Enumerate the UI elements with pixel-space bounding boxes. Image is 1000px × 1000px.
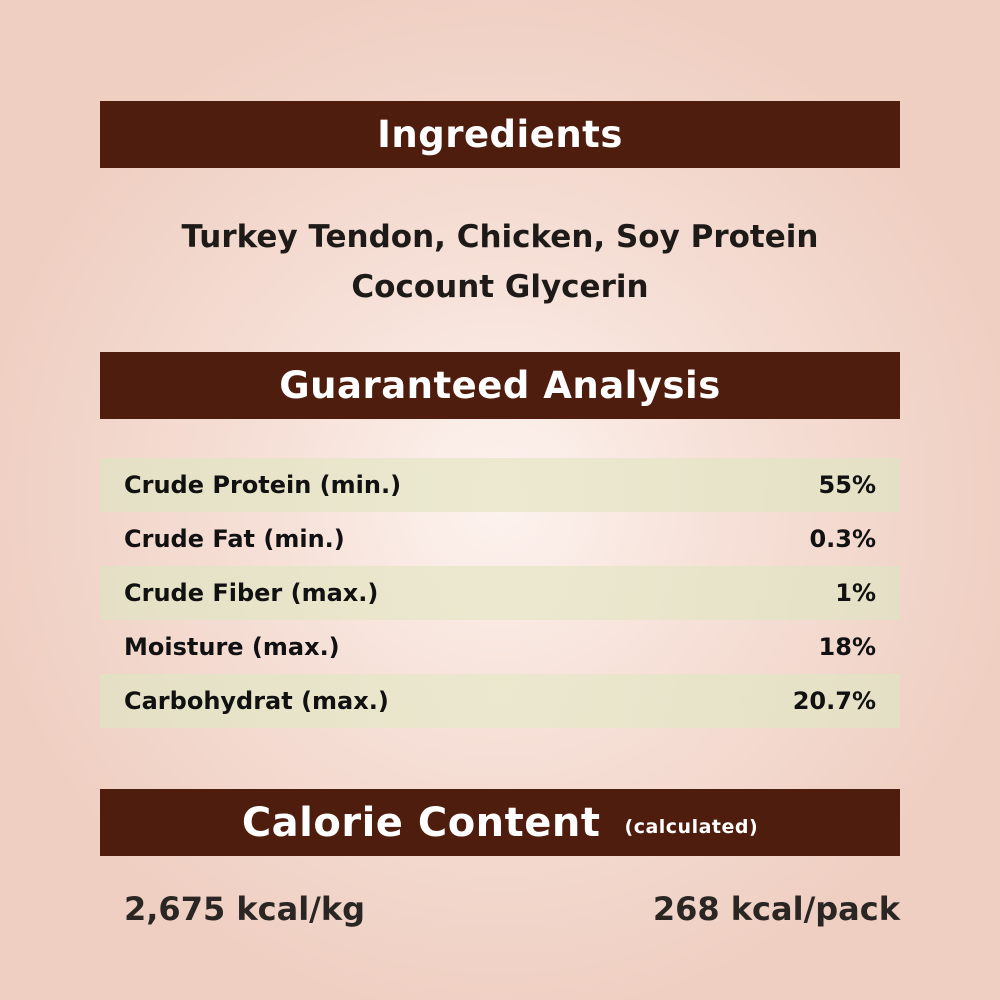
ingredients-list: Turkey Tendon, Chicken, Soy Protein Coco… — [0, 212, 1000, 312]
calorie-per-pack: 268 kcal/pack — [652, 890, 900, 928]
row-label: Moisture (max.) — [124, 633, 340, 661]
ingredients-line: Cocount Glycerin — [351, 269, 649, 305]
row-label: Crude Protein (min.) — [124, 471, 402, 499]
row-value: 20.7% — [792, 687, 876, 715]
analysis-row: Crude Fiber (max.) 1% — [100, 566, 900, 620]
analysis-row: Crude Protein (min.) 55% — [100, 458, 900, 512]
row-value: 1% — [835, 579, 876, 607]
analysis-row: Crude Fat (min.) 0.3% — [100, 512, 900, 566]
analysis-header: Guaranteed Analysis — [100, 352, 900, 419]
row-value: 55% — [818, 471, 876, 499]
ingredients-header: Ingredients — [100, 101, 900, 168]
calorie-header: Calorie Content (calculated) — [100, 789, 900, 856]
row-value: 18% — [818, 633, 876, 661]
row-label: Crude Fat (min.) — [124, 525, 345, 553]
analysis-row: Carbohydrat (max.) 20.7% — [100, 674, 900, 728]
row-value: 0.3% — [809, 525, 876, 553]
ingredients-title: Ingredients — [377, 113, 623, 156]
calorie-per-kg: 2,675 kcal/kg — [124, 890, 366, 928]
analysis-row: Moisture (max.) 18% — [100, 620, 900, 674]
calorie-note: (calculated) — [624, 815, 759, 838]
analysis-title: Guaranteed Analysis — [279, 364, 721, 407]
ingredients-line: Turkey Tendon, Chicken, Soy Protein — [181, 219, 819, 255]
calorie-title: Calorie Content — [241, 799, 601, 846]
row-label: Crude Fiber (max.) — [124, 579, 379, 607]
row-label: Carbohydrat (max.) — [124, 687, 389, 715]
